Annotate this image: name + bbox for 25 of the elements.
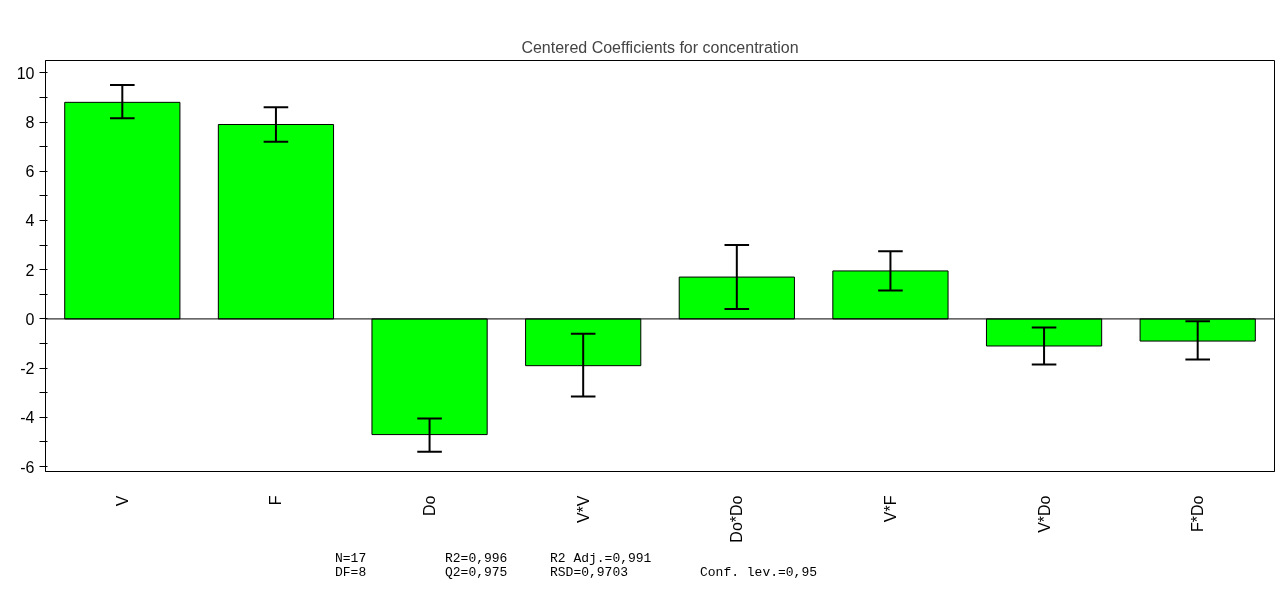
y-tick-label: 10 [16, 64, 35, 82]
text: DF=8 [335, 564, 367, 582]
text: R2=0,996 [445, 550, 508, 567]
y-tick-label: 6 [25, 163, 35, 181]
y-tick-label: 2 [25, 261, 35, 279]
x-tick-label: V*Do [1035, 495, 1053, 533]
y-tick-label: -4 [20, 409, 35, 427]
x-tick-label: V*F [881, 495, 899, 523]
text: Conf. lev.=0,95 [700, 564, 818, 582]
x-tick-label: Do [421, 495, 439, 516]
y-tick-label: 0 [25, 310, 35, 328]
text: Q2=0,975 [445, 564, 508, 582]
y-tick-label: -6 [20, 458, 35, 476]
x-tick-label: V*V [574, 495, 592, 524]
text: RSD=0,9703 [550, 565, 629, 582]
x-tick-label: Do*Do [728, 495, 746, 543]
x-tick-label: F*Do [1189, 495, 1207, 532]
y-tick-label: 4 [25, 212, 35, 230]
text: N=17 [335, 550, 367, 567]
y-tick-label: -2 [20, 360, 35, 378]
text: R2 Adj.=0,991 [550, 550, 652, 567]
y-tick-label: 8 [25, 114, 35, 132]
chart-title: Centered Coefficients for concentration [521, 38, 799, 56]
x-tick-label: V [113, 495, 131, 507]
x-tick-label: F [267, 495, 285, 506]
